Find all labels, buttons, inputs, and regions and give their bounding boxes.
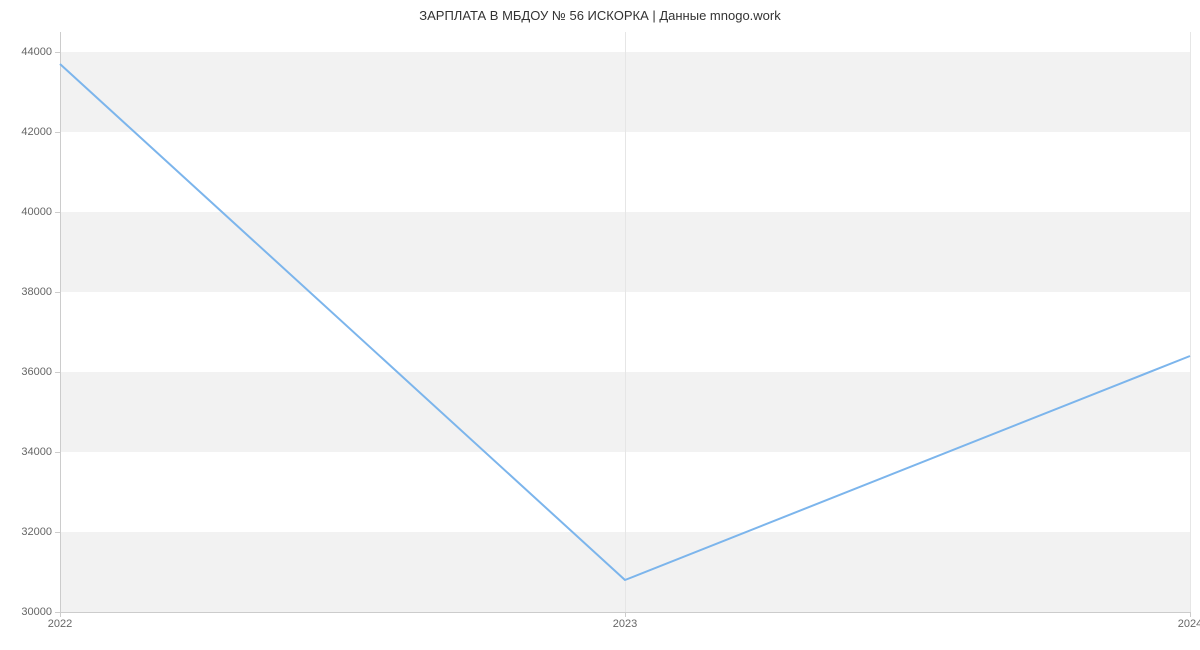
x-tick-label: 2023 xyxy=(613,612,637,630)
x-tick-label: 2022 xyxy=(48,612,72,630)
y-tick-label: 34000 xyxy=(21,446,60,458)
salary-line-chart: ЗАРПЛАТА В МБДОУ № 56 ИСКОРКА | Данные m… xyxy=(0,0,1200,650)
y-tick-label: 36000 xyxy=(21,366,60,378)
chart-title: ЗАРПЛАТА В МБДОУ № 56 ИСКОРКА | Данные m… xyxy=(0,8,1200,23)
series-line-salary xyxy=(60,64,1190,580)
y-tick-label: 32000 xyxy=(21,526,60,538)
gridline-vertical xyxy=(1190,32,1191,612)
line-layer xyxy=(60,32,1190,612)
y-tick-label: 38000 xyxy=(21,286,60,298)
y-tick-label: 42000 xyxy=(21,126,60,138)
y-tick-label: 40000 xyxy=(21,206,60,218)
y-tick-label: 44000 xyxy=(21,46,60,58)
plot-area: 3000032000340003600038000400004200044000… xyxy=(60,32,1190,612)
x-tick-label: 2024 xyxy=(1178,612,1200,630)
